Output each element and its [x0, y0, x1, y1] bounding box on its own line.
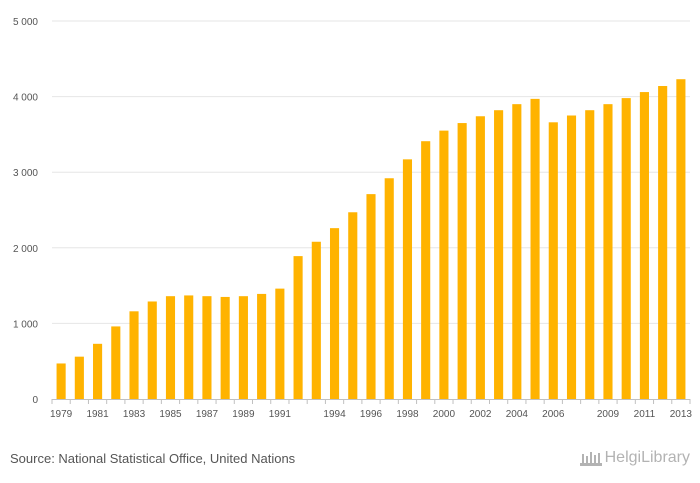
- y-axis-ticks: 0 1 000 2 000 3 000 4 000 5 000: [13, 17, 38, 406]
- library-building-icon: [579, 452, 602, 466]
- y-tick-label: 0: [32, 395, 38, 406]
- bar-1989: [238, 296, 248, 399]
- bar-2007: [566, 115, 577, 399]
- bar-2008: [585, 110, 595, 399]
- bar-1984: [147, 301, 157, 399]
- x-tick-label: 1979: [50, 409, 73, 420]
- bar-1979: [56, 363, 66, 399]
- bar-1992: [293, 256, 303, 399]
- helgi-library-logo: HelgiLibrary: [579, 449, 690, 467]
- y-tick-label: 4 000: [13, 93, 38, 104]
- x-tick-label: 2006: [542, 409, 565, 420]
- x-tick-label: 2004: [506, 409, 529, 420]
- y-tick-label: 2 000: [13, 244, 38, 255]
- x-tick-label: 1981: [86, 409, 109, 420]
- bar-1982: [111, 326, 121, 399]
- y-tick-label: 1 000: [13, 319, 38, 330]
- bar-1985: [165, 296, 176, 399]
- x-tick-label: 1985: [159, 409, 182, 420]
- x-tick-label: 1998: [396, 409, 419, 420]
- bar-1983: [129, 311, 139, 399]
- y-tick-label: 5 000: [13, 17, 38, 28]
- x-tick-label: 2011: [634, 409, 656, 420]
- bar-1986: [184, 295, 194, 399]
- bar-1994: [329, 228, 340, 399]
- bar-1980: [74, 356, 84, 399]
- bar-2013: [676, 79, 686, 399]
- bar-2000: [439, 130, 449, 399]
- bar-1995: [348, 212, 358, 399]
- bar-2009: [603, 104, 613, 399]
- bars: [56, 79, 686, 400]
- bar-1987: [202, 296, 212, 399]
- bar-1990: [257, 293, 267, 399]
- x-axis-ticks: 1979 1981 1983 1985 1987 1989 1991 1994 1996 1998…: [50, 399, 693, 420]
- x-tick-label: 2000: [433, 409, 456, 420]
- bar-2004: [512, 104, 522, 399]
- bar-1998: [402, 159, 413, 399]
- bar-2011: [639, 92, 649, 400]
- x-tick-label: 1989: [232, 409, 255, 420]
- bar-2010: [621, 98, 631, 399]
- bar-1993: [311, 241, 321, 399]
- y-tick-label: 3 000: [13, 168, 38, 179]
- bar-2005: [530, 98, 540, 400]
- bar-1988: [220, 296, 230, 399]
- bar-1997: [384, 178, 394, 399]
- x-tick-label: 1987: [196, 409, 219, 420]
- logo-text: HelgiLibrary: [604, 449, 690, 466]
- source-note: Source: National Statistical Office, Uni…: [10, 451, 296, 466]
- bar-1991: [275, 288, 285, 399]
- bar-2001: [457, 123, 467, 399]
- x-tick-label: 1996: [360, 409, 383, 420]
- bar-1996: [366, 194, 376, 399]
- gridlines: [52, 20, 690, 324]
- x-tick-label: 1994: [323, 409, 346, 420]
- x-tick-label: 1983: [123, 409, 146, 420]
- bar-2003: [494, 110, 504, 399]
- bar-1999: [421, 141, 431, 400]
- bar-2006: [548, 122, 558, 399]
- x-tick-label: 2013: [670, 409, 693, 420]
- x-tick-label: 1991: [269, 409, 292, 420]
- bar-2012: [658, 86, 668, 400]
- bar-1981: [93, 343, 103, 399]
- bar-2002: [475, 116, 485, 400]
- x-tick-label: 2009: [597, 409, 620, 420]
- x-tick-label: 2002: [469, 409, 492, 420]
